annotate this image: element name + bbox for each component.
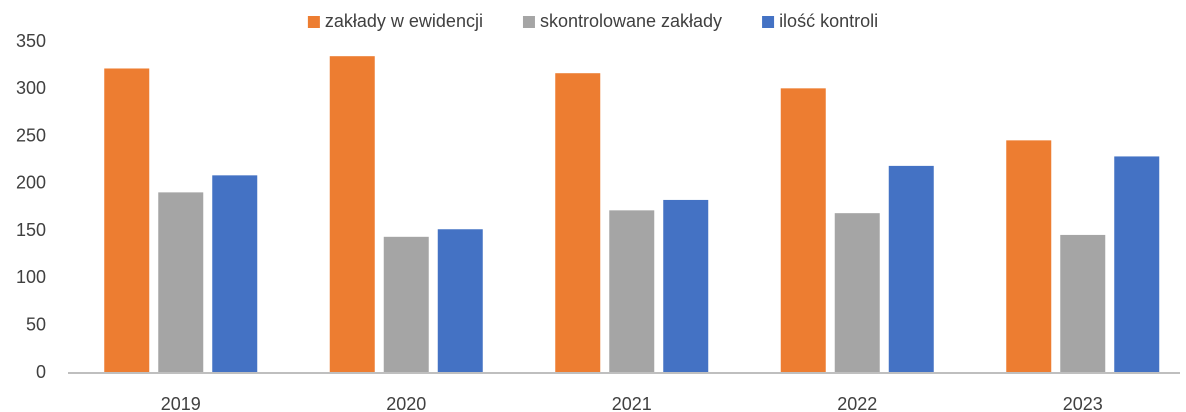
x-tick-label: 2021 <box>612 394 652 412</box>
legend-swatch <box>522 16 535 28</box>
bar <box>663 199 709 373</box>
y-tick-label: 150 <box>16 220 46 240</box>
bar <box>555 73 601 374</box>
bar <box>780 88 826 373</box>
bar <box>212 175 258 373</box>
x-tick-label: 2019 <box>161 394 201 412</box>
bar <box>1114 156 1160 373</box>
bar <box>834 213 880 373</box>
y-tick-label: 350 <box>16 31 46 51</box>
y-tick-label: 200 <box>16 173 46 193</box>
y-tick-label: 100 <box>16 267 46 287</box>
bar <box>1006 140 1052 373</box>
legend-swatch <box>762 16 775 28</box>
legend-label: ilość kontroli <box>779 11 878 31</box>
bar <box>888 165 934 373</box>
bar <box>437 229 483 373</box>
y-tick-label: 300 <box>16 78 46 98</box>
legend-swatch <box>307 16 320 28</box>
y-tick-label: 250 <box>16 125 46 145</box>
legend-label: skontrolowane zakłady <box>540 11 722 31</box>
x-tick-label: 2022 <box>837 394 877 412</box>
bar <box>329 56 375 373</box>
bar <box>383 236 429 373</box>
x-tick-label: 2023 <box>1063 394 1103 412</box>
bar <box>104 68 150 373</box>
bar <box>609 210 655 373</box>
bar <box>1060 234 1106 373</box>
bar <box>158 192 204 373</box>
x-tick-label: 2020 <box>386 394 426 412</box>
y-tick-label: 0 <box>36 362 46 382</box>
legend-label: zakłady w ewidencji <box>325 11 483 31</box>
y-tick-label: 50 <box>26 314 46 334</box>
